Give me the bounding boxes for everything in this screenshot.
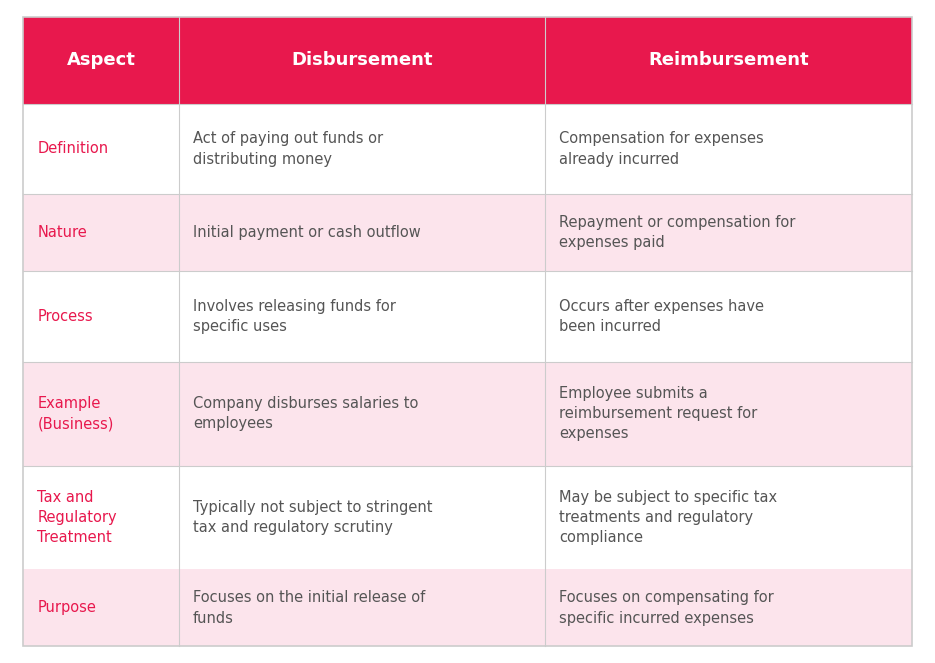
Text: Compensation for expenses
already incurred: Compensation for expenses already incurr… [559,131,764,166]
Text: Nature: Nature [37,225,87,240]
Text: Example
(Business): Example (Business) [37,396,114,432]
Text: Tax and
Regulatory
Treatment: Tax and Regulatory Treatment [37,489,117,546]
Text: Definition: Definition [37,141,108,156]
Bar [545,194,912,271]
Bar [23,465,179,570]
Text: Involves releasing funds for
specific uses: Involves releasing funds for specific us… [193,299,396,334]
Text: Typically not subject to stringent
tax and regulatory scrutiny: Typically not subject to stringent tax a… [193,500,432,535]
Text: Act of paying out funds or
distributing money: Act of paying out funds or distributing … [193,131,383,166]
Text: Company disburses salaries to
employees: Company disburses salaries to employees [193,396,418,432]
Text: Aspect: Aspect [66,51,136,69]
Text: Focuses on compensating for
specific incurred expenses: Focuses on compensating for specific inc… [559,590,774,626]
Text: Initial payment or cash outflow: Initial payment or cash outflow [193,225,421,240]
Bar [179,465,545,570]
Bar [23,103,179,194]
Text: Disbursement: Disbursement [292,51,433,69]
Bar [23,194,179,271]
Text: Process: Process [37,309,93,324]
Bar [23,361,179,465]
Text: Employee submits a
reimbursement request for
expenses: Employee submits a reimbursement request… [559,386,757,442]
Bar [23,570,179,646]
Text: Repayment or compensation for
expenses paid: Repayment or compensation for expenses p… [559,215,796,251]
Bar [179,194,545,271]
Text: May be subject to specific tax
treatments and regulatory
compliance: May be subject to specific tax treatment… [559,489,777,546]
Bar [545,361,912,465]
Bar [179,17,545,103]
Bar [545,570,912,646]
Bar [179,570,545,646]
Bar [545,271,912,361]
Bar [545,17,912,103]
Bar [23,271,179,361]
Text: Purpose: Purpose [37,601,96,615]
Text: Occurs after expenses have
been incurred: Occurs after expenses have been incurred [559,299,764,334]
Text: Reimbursement: Reimbursement [648,51,809,69]
Bar [545,465,912,570]
Bar [179,103,545,194]
Text: Focuses on the initial release of
funds: Focuses on the initial release of funds [193,590,425,626]
Bar [545,103,912,194]
Bar [179,271,545,361]
Bar [23,17,179,103]
Bar [179,361,545,465]
